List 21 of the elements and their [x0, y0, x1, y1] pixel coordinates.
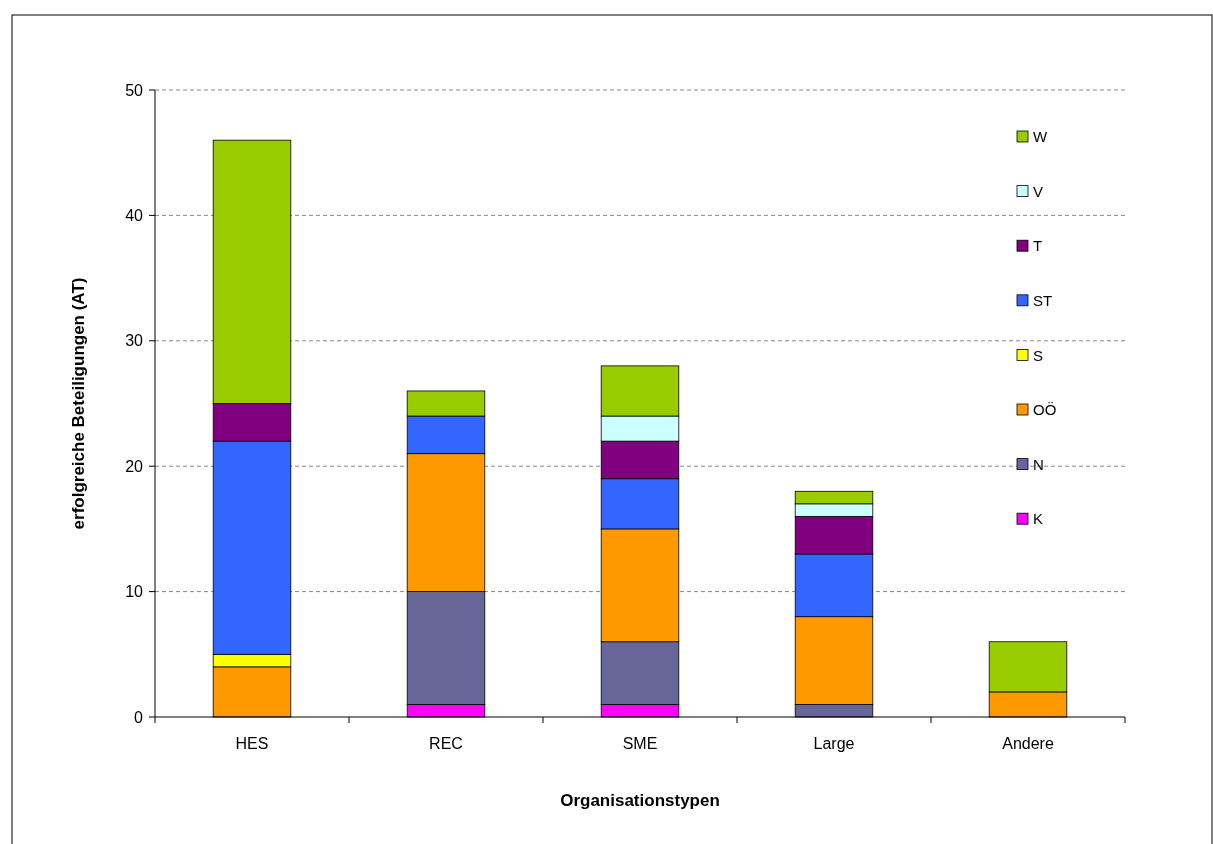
legend-label: W: [1033, 128, 1048, 146]
x-axis-title: Organisationstypen: [560, 791, 720, 810]
legend-label: ST: [1033, 292, 1053, 310]
y-tick-label: 50: [125, 81, 144, 99]
y-tick-label: 20: [125, 457, 144, 475]
x-tick-label: HES: [235, 735, 269, 752]
legend-label: OÖ: [1033, 401, 1057, 419]
x-tick-label: SME: [622, 735, 658, 752]
y-tick-label: 0: [134, 708, 144, 726]
legend-label: N: [1033, 455, 1044, 473]
x-tick-label: Large: [813, 735, 855, 752]
x-tick-label: Andere: [1002, 735, 1054, 752]
x-tick-label: REC: [429, 735, 463, 752]
y-tick-label: 10: [125, 583, 144, 601]
legend-label: K: [1033, 510, 1044, 528]
legend-label: T: [1033, 237, 1043, 255]
legend-label: S: [1033, 346, 1044, 364]
legend-label: V: [1033, 182, 1044, 200]
y-axis-title: erfolgreiche Beteiligungen (AT): [69, 277, 88, 530]
y-tick-label: 40: [125, 207, 144, 224]
y-tick-label: 30: [125, 332, 144, 350]
